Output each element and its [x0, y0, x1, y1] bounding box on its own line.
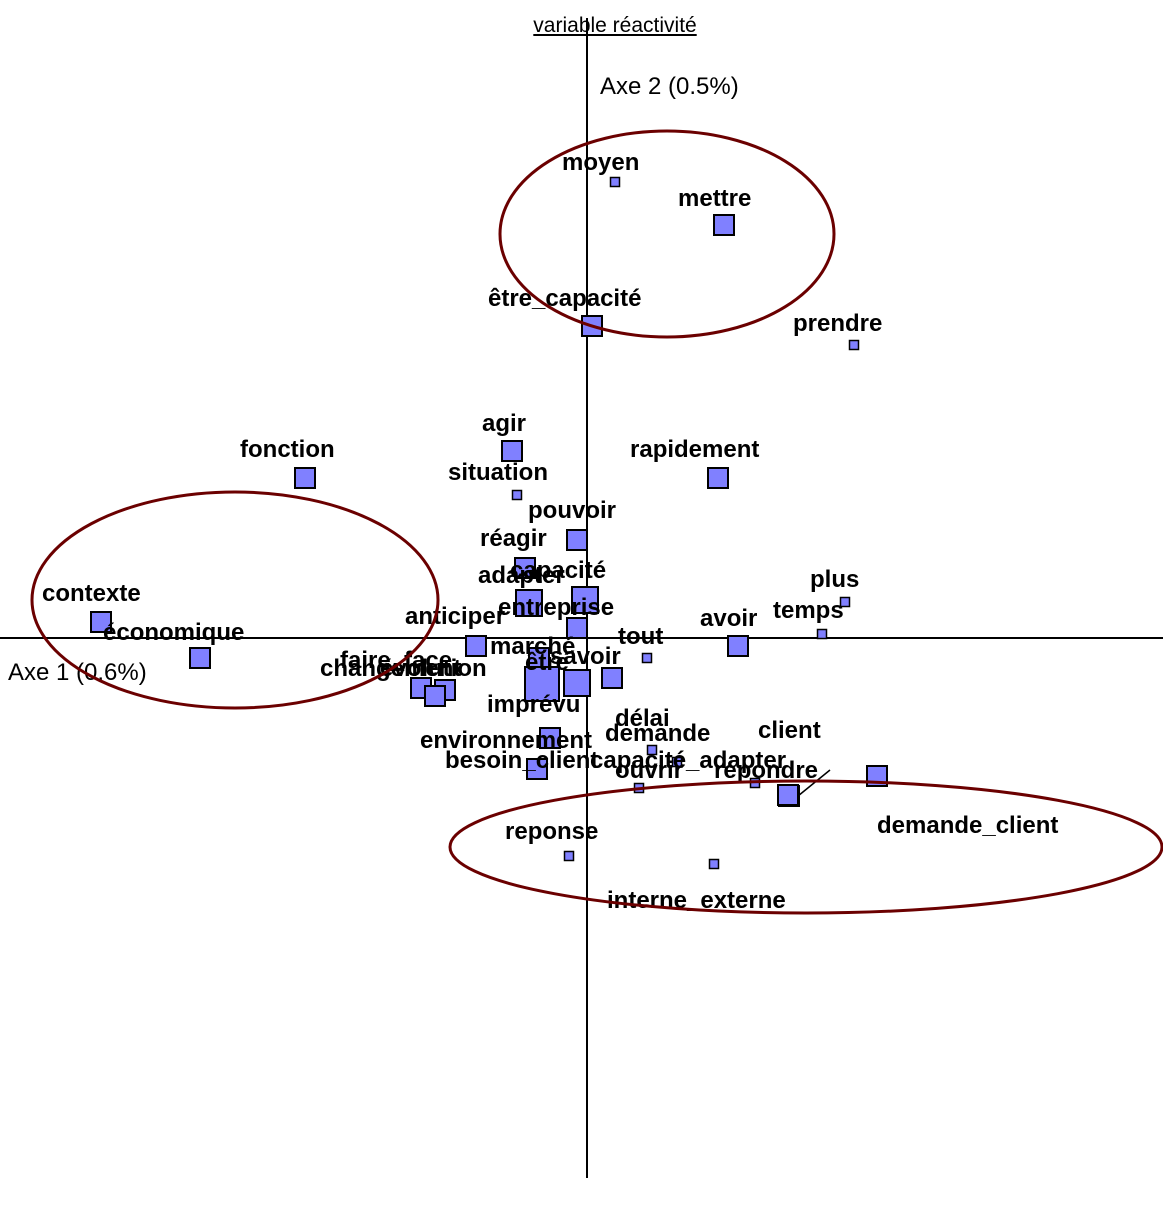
marker-fonction — [294, 467, 316, 489]
label-savoir: savoir — [550, 643, 621, 670]
label-marche: marché — [490, 633, 575, 660]
marker-plus — [839, 596, 851, 608]
label-plus: plus — [810, 566, 859, 593]
marker-demande-client — [777, 784, 799, 806]
label-tout: tout — [618, 623, 663, 650]
label-anticiper: anticiper — [405, 603, 505, 630]
marker-etre — [563, 669, 591, 697]
marker-besoin-client — [526, 758, 548, 780]
marker-temps — [816, 628, 828, 640]
label-prendre: prendre — [793, 310, 882, 337]
marker-imprevu — [524, 666, 560, 702]
marker-pouvoir — [566, 529, 588, 551]
label-situation: situation — [448, 459, 548, 486]
marker-adapter — [515, 589, 543, 617]
marker-moyen — [609, 176, 621, 188]
label-demande: demande — [605, 720, 710, 747]
label-temps: temps — [773, 597, 844, 624]
marker-interne-externe — [708, 858, 720, 870]
label-environnement: environnement — [420, 727, 592, 754]
marker-capacite — [571, 586, 599, 614]
y-axis-label: Axe 2 (0.5%) — [600, 73, 739, 100]
label-entreprise: entreprise — [498, 594, 614, 621]
label-leader-line — [797, 769, 831, 797]
markers-group — [90, 176, 888, 870]
label-faire-face: faire_face — [340, 647, 452, 674]
label-pouvoir: pouvoir — [528, 497, 616, 524]
label-ouvrir: ouvrir — [615, 757, 683, 784]
label-moyen: moyen — [562, 149, 639, 176]
label-capacite: capacité — [510, 557, 606, 584]
label-evolution: évolution — [380, 655, 487, 682]
marker-evolution — [424, 685, 446, 707]
chart-title: variable réactivité — [533, 14, 697, 37]
marker-entreprise — [566, 617, 588, 639]
label-fonction: fonction — [240, 436, 335, 463]
marker-avoir — [727, 635, 749, 657]
ellipse-left-cluster — [30, 490, 440, 710]
label-mettre: mettre — [678, 185, 751, 212]
marker-demande — [671, 756, 683, 768]
label-etre-capacite: être_capacité — [488, 285, 641, 312]
marker-agir — [501, 440, 523, 462]
marker-rapidement — [707, 467, 729, 489]
label-adapter: adapter — [478, 562, 565, 589]
label-rapidement: rapidement — [630, 436, 759, 463]
label-demande-client: demande_client — [877, 812, 1058, 839]
label-capacite-adapter: capacité_adapter — [590, 747, 786, 774]
label-economique: économique — [103, 619, 244, 646]
ellipse-top-cluster — [498, 129, 836, 339]
label-delai: délai — [615, 705, 670, 732]
marker-contexte — [90, 611, 112, 633]
x-axis-label: Axe 1 (0.6%) — [8, 659, 147, 686]
label-reponse: reponse — [505, 818, 598, 845]
marker-mettre — [713, 214, 735, 236]
marker-reponse — [563, 850, 575, 862]
label-etre: être — [525, 649, 569, 676]
marker-delai — [646, 744, 658, 756]
marker-savoir — [601, 667, 623, 689]
marker-reagir — [514, 557, 536, 579]
marker-situation — [511, 489, 523, 501]
marker-economique — [189, 647, 211, 669]
marker-tout — [641, 652, 653, 664]
label-agir: agir — [482, 410, 526, 437]
label-reagir: réagir — [480, 525, 547, 552]
marker-anticiper — [465, 635, 487, 657]
label-client: client — [758, 717, 821, 744]
label-contexte: contexte — [42, 580, 141, 607]
marker-prendre — [848, 339, 860, 351]
ellipses-group — [30, 129, 1163, 915]
label-imprevu: imprévu — [487, 691, 580, 718]
label-repondre: répondre — [714, 757, 818, 784]
label-avoir: avoir — [700, 605, 757, 632]
ellipse-bottom-right-cluster — [448, 779, 1163, 915]
label-besoin-client: besoin_client — [445, 747, 598, 774]
marker-environnement — [539, 727, 561, 749]
